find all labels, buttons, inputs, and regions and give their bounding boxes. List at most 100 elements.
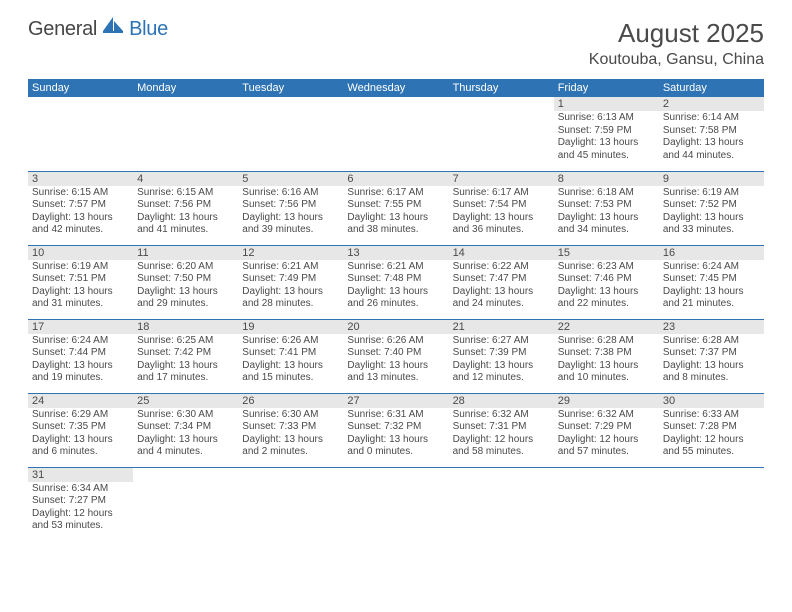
sunrise-line: Sunrise: 6:30 AM [137,409,234,422]
daylight-line: Daylight: 13 hours and 12 minutes. [453,360,550,385]
sunrise-line: Sunrise: 6:21 AM [347,261,444,274]
day-cell [238,467,343,541]
day-cell [343,97,448,171]
day-body: Sunrise: 6:21 AMSunset: 7:49 PMDaylight:… [238,260,343,313]
day-body: Sunrise: 6:15 AMSunset: 7:57 PMDaylight:… [28,186,133,239]
day-number: 30 [659,394,764,408]
calendar-table: SundayMondayTuesdayWednesdayThursdayFrid… [28,79,764,541]
day-number: 13 [343,246,448,260]
sunset-line: Sunset: 7:58 PM [663,125,760,138]
day-number: 20 [343,320,448,334]
day-cell: 10Sunrise: 6:19 AMSunset: 7:51 PMDayligh… [28,245,133,319]
sunrise-line: Sunrise: 6:15 AM [137,187,234,200]
sunrise-line: Sunrise: 6:24 AM [32,335,129,348]
day-cell: 20Sunrise: 6:26 AMSunset: 7:40 PMDayligh… [343,319,448,393]
dow-cell: Friday [554,79,659,97]
sunrise-line: Sunrise: 6:34 AM [32,483,129,496]
day-cell [238,97,343,171]
daylight-line: Daylight: 13 hours and 33 minutes. [663,212,760,237]
day-number: 16 [659,246,764,260]
day-cell: 30Sunrise: 6:33 AMSunset: 7:28 PMDayligh… [659,393,764,467]
week-row: 1Sunrise: 6:13 AMSunset: 7:59 PMDaylight… [28,97,764,171]
day-body: Sunrise: 6:14 AMSunset: 7:58 PMDaylight:… [659,111,764,164]
sunset-line: Sunset: 7:53 PM [558,199,655,212]
day-cell: 31Sunrise: 6:34 AMSunset: 7:27 PMDayligh… [28,467,133,541]
sunrise-line: Sunrise: 6:26 AM [242,335,339,348]
day-body: Sunrise: 6:21 AMSunset: 7:48 PMDaylight:… [343,260,448,313]
sunrise-line: Sunrise: 6:15 AM [32,187,129,200]
sunrise-line: Sunrise: 6:21 AM [242,261,339,274]
sunset-line: Sunset: 7:54 PM [453,199,550,212]
day-number: 8 [554,172,659,186]
day-cell: 19Sunrise: 6:26 AMSunset: 7:41 PMDayligh… [238,319,343,393]
sunset-line: Sunset: 7:37 PM [663,347,760,360]
day-body: Sunrise: 6:19 AMSunset: 7:51 PMDaylight:… [28,260,133,313]
sunrise-line: Sunrise: 6:16 AM [242,187,339,200]
day-cell: 9Sunrise: 6:19 AMSunset: 7:52 PMDaylight… [659,171,764,245]
week-row: 3Sunrise: 6:15 AMSunset: 7:57 PMDaylight… [28,171,764,245]
dow-cell: Wednesday [343,79,448,97]
day-body: Sunrise: 6:20 AMSunset: 7:50 PMDaylight:… [133,260,238,313]
day-cell: 11Sunrise: 6:20 AMSunset: 7:50 PMDayligh… [133,245,238,319]
day-cell: 15Sunrise: 6:23 AMSunset: 7:46 PMDayligh… [554,245,659,319]
day-number: 15 [554,246,659,260]
sunrise-line: Sunrise: 6:19 AM [32,261,129,274]
day-cell: 16Sunrise: 6:24 AMSunset: 7:45 PMDayligh… [659,245,764,319]
day-number: 17 [28,320,133,334]
day-cell: 14Sunrise: 6:22 AMSunset: 7:47 PMDayligh… [449,245,554,319]
day-body: Sunrise: 6:24 AMSunset: 7:44 PMDaylight:… [28,334,133,387]
day-body: Sunrise: 6:19 AMSunset: 7:52 PMDaylight:… [659,186,764,239]
day-cell: 24Sunrise: 6:29 AMSunset: 7:35 PMDayligh… [28,393,133,467]
daylight-line: Daylight: 13 hours and 39 minutes. [242,212,339,237]
sunset-line: Sunset: 7:39 PM [453,347,550,360]
logo-sail-icon [103,17,125,38]
day-cell [343,467,448,541]
sunrise-line: Sunrise: 6:18 AM [558,187,655,200]
daylight-line: Daylight: 13 hours and 29 minutes. [137,286,234,311]
sunset-line: Sunset: 7:40 PM [347,347,444,360]
sunset-line: Sunset: 7:49 PM [242,273,339,286]
day-cell: 5Sunrise: 6:16 AMSunset: 7:56 PMDaylight… [238,171,343,245]
daylight-line: Daylight: 13 hours and 42 minutes. [32,212,129,237]
day-number: 29 [554,394,659,408]
day-cell: 17Sunrise: 6:24 AMSunset: 7:44 PMDayligh… [28,319,133,393]
day-cell [133,467,238,541]
day-number: 14 [449,246,554,260]
day-body: Sunrise: 6:29 AMSunset: 7:35 PMDaylight:… [28,408,133,461]
day-cell: 3Sunrise: 6:15 AMSunset: 7:57 PMDaylight… [28,171,133,245]
daylight-line: Daylight: 13 hours and 34 minutes. [558,212,655,237]
sunrise-line: Sunrise: 6:32 AM [453,409,550,422]
day-cell: 28Sunrise: 6:32 AMSunset: 7:31 PMDayligh… [449,393,554,467]
sunrise-line: Sunrise: 6:27 AM [453,335,550,348]
sunset-line: Sunset: 7:57 PM [32,199,129,212]
logo-text-blue: Blue [129,18,168,41]
daylight-line: Daylight: 13 hours and 41 minutes. [137,212,234,237]
sunset-line: Sunset: 7:56 PM [242,199,339,212]
day-body: Sunrise: 6:17 AMSunset: 7:54 PMDaylight:… [449,186,554,239]
day-body: Sunrise: 6:26 AMSunset: 7:41 PMDaylight:… [238,334,343,387]
day-number: 7 [449,172,554,186]
sunrise-line: Sunrise: 6:13 AM [558,112,655,125]
daylight-line: Daylight: 12 hours and 57 minutes. [558,434,655,459]
day-body: Sunrise: 6:30 AMSunset: 7:34 PMDaylight:… [133,408,238,461]
day-cell: 4Sunrise: 6:15 AMSunset: 7:56 PMDaylight… [133,171,238,245]
daylight-line: Daylight: 13 hours and 36 minutes. [453,212,550,237]
sunrise-line: Sunrise: 6:32 AM [558,409,655,422]
sunset-line: Sunset: 7:59 PM [558,125,655,138]
sunset-line: Sunset: 7:56 PM [137,199,234,212]
daylight-line: Daylight: 13 hours and 44 minutes. [663,137,760,162]
day-number: 27 [343,394,448,408]
day-number: 4 [133,172,238,186]
daylight-line: Daylight: 12 hours and 55 minutes. [663,434,760,459]
day-cell: 7Sunrise: 6:17 AMSunset: 7:54 PMDaylight… [449,171,554,245]
sunset-line: Sunset: 7:42 PM [137,347,234,360]
sunset-line: Sunset: 7:41 PM [242,347,339,360]
day-cell [449,467,554,541]
sunset-line: Sunset: 7:32 PM [347,421,444,434]
day-number: 6 [343,172,448,186]
sunset-line: Sunset: 7:47 PM [453,273,550,286]
sunrise-line: Sunrise: 6:25 AM [137,335,234,348]
day-number: 19 [238,320,343,334]
day-number: 9 [659,172,764,186]
day-cell: 25Sunrise: 6:30 AMSunset: 7:34 PMDayligh… [133,393,238,467]
